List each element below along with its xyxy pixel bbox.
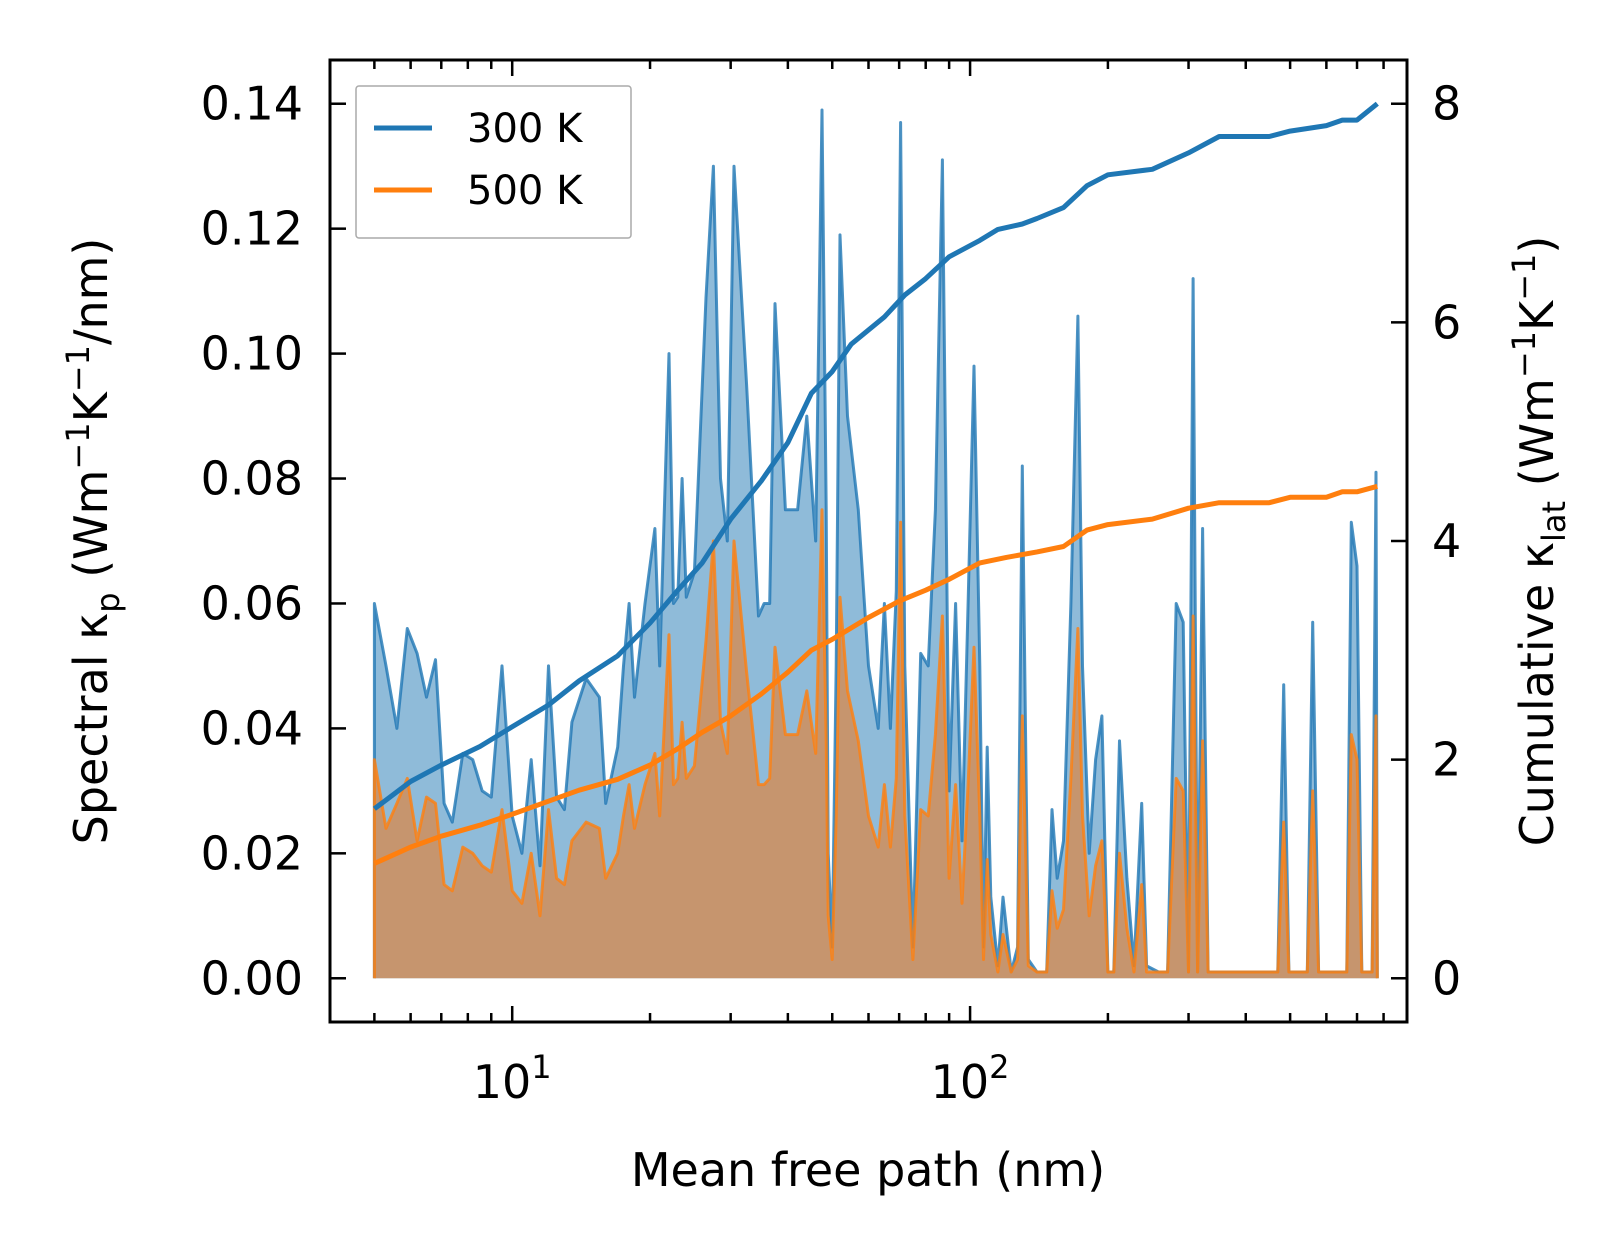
cumulative-line-500k [373, 483, 1378, 866]
left-y-axis: 0.00 0.02 0.04 0.06 0.08 0.10 0.12 0.14 [201, 77, 346, 1005]
spectral-line-500k [372, 508, 1379, 979]
right-y-tick-label: 2 [1432, 733, 1461, 787]
x-tick-label: 101 [473, 1048, 552, 1109]
right-y-axis: 0 2 4 6 8 [1391, 77, 1461, 1005]
legend-box [355, 85, 632, 239]
right-y-tick-label: 8 [1432, 77, 1461, 131]
left-y-tick-label: 0.14 [201, 77, 303, 131]
left-y-tick-label: 0.12 [201, 202, 303, 256]
series-layer [372, 101, 1379, 979]
spectral-fill-300k [374, 110, 1378, 979]
right-y-tick-label: 0 [1432, 951, 1461, 1005]
legend: 300 K 500 K [355, 85, 632, 239]
right-y-tick-label: 4 [1432, 514, 1461, 568]
x-tick-label: 102 [931, 1048, 1010, 1109]
cumulative-line-300k [372, 101, 1379, 811]
left-y-tick-label: 0.06 [201, 576, 303, 630]
left-y-tick-label: 0.04 [201, 701, 303, 755]
left-y-tick-label: 0.08 [201, 452, 303, 506]
left-y-tick-label: 0.10 [201, 327, 303, 381]
right-y-axis-label: Cumulative κlat (Wm−1K−1) [1505, 236, 1573, 847]
left-y-tick-label: 0.02 [201, 826, 303, 880]
spectral-line-300k [372, 108, 1379, 979]
legend-label-300k: 300 K [467, 106, 584, 152]
legend-label-500k: 500 K [467, 168, 584, 214]
left-y-axis-label: Spectral κp (Wm−1K−1/nm) [59, 238, 127, 845]
x-axis-label: Mean free path (nm) [631, 1143, 1105, 1197]
x-axis: 101 102 [328, 60, 1409, 1109]
spectral-fill-500k [374, 509, 1378, 979]
left-y-tick-label: 0.00 [201, 951, 303, 1005]
right-y-tick-label: 6 [1432, 295, 1461, 349]
